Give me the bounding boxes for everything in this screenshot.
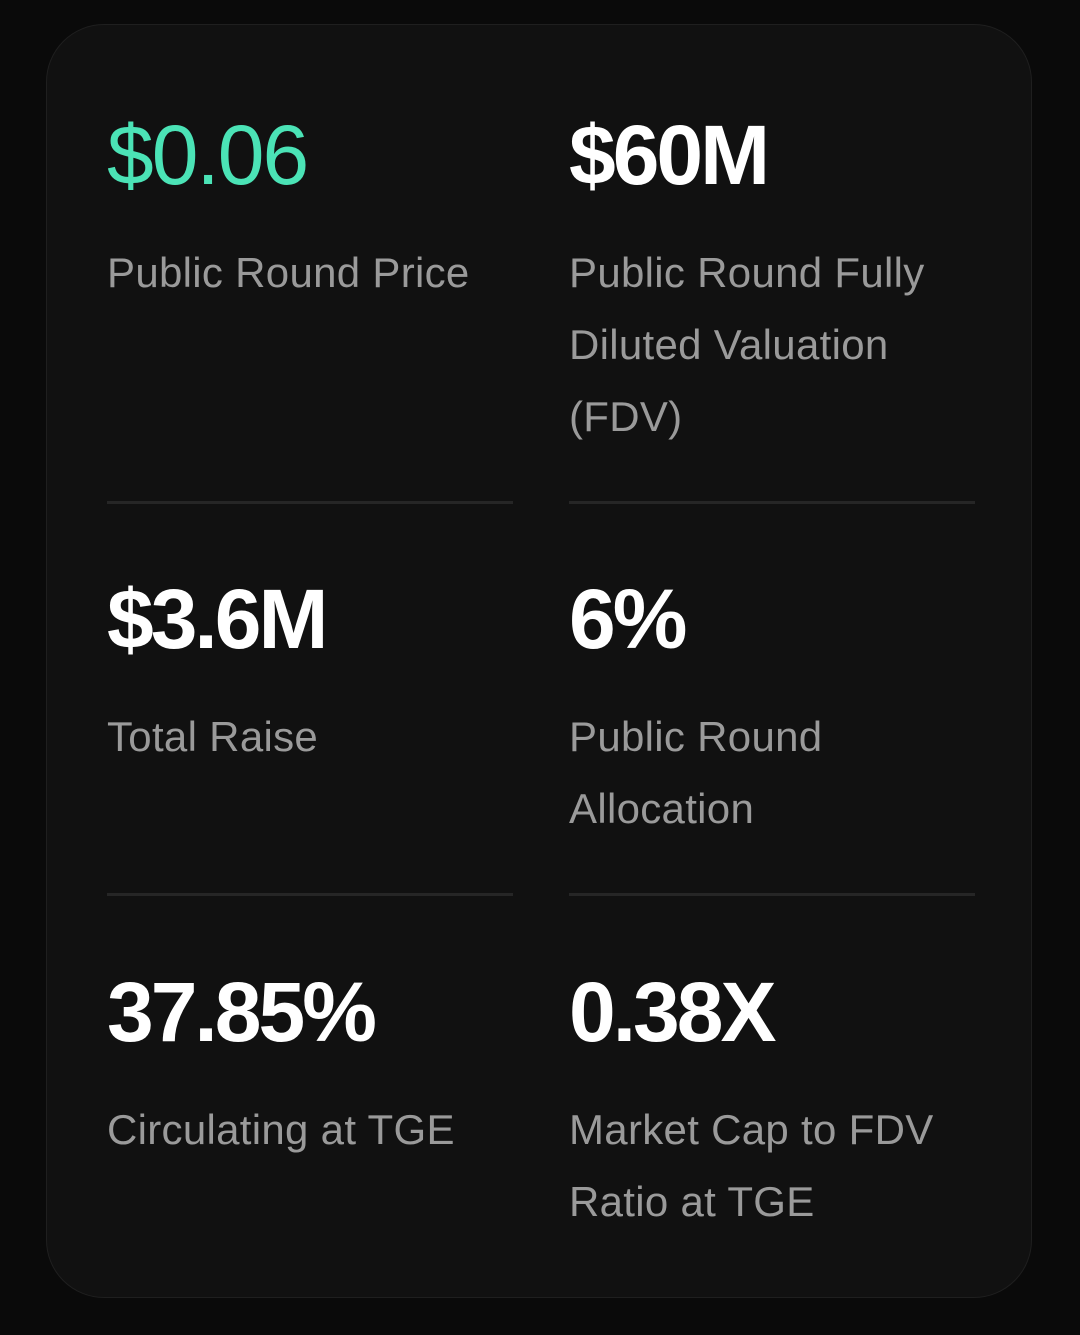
stat-value: 37.85% [107,965,377,1059]
stat-label: Public Round Price [107,249,470,296]
divider [569,893,975,896]
stat-value: 0.38X [569,965,777,1059]
divider [569,501,975,504]
stat-value: $60M [569,108,770,202]
divider [107,893,513,896]
stat-label: Market Cap to FDV Ratio at TGE [569,1106,934,1225]
stat-value: 6% [569,572,687,666]
token-sale-stats-card: $0.06 Public Round Price $60M Public Rou… [46,24,1032,1298]
stat-circulating-at-tge: 37.85% Circulating at TGE [107,970,513,1166]
stat-total-raise: $3.6M Total Raise [107,577,513,773]
stat-value: $3.6M [107,572,328,666]
stat-label: Circulating at TGE [107,1106,455,1153]
stat-public-round-allocation: 6% Public Round Allocation [569,577,869,845]
stat-public-round-fdv: $60M Public Round Fully Diluted Valuatio… [569,113,989,453]
stat-mcap-fdv-ratio: 0.38X Market Cap to FDV Ratio at TGE [569,970,979,1238]
divider [107,501,513,504]
stat-label: Total Raise [107,713,319,760]
stat-label: Public Round Allocation [569,713,823,832]
stat-label: Public Round Fully Diluted Valuation (FD… [569,249,925,440]
stat-value: $0.06 [107,108,309,202]
stat-public-round-price: $0.06 Public Round Price [107,113,513,309]
